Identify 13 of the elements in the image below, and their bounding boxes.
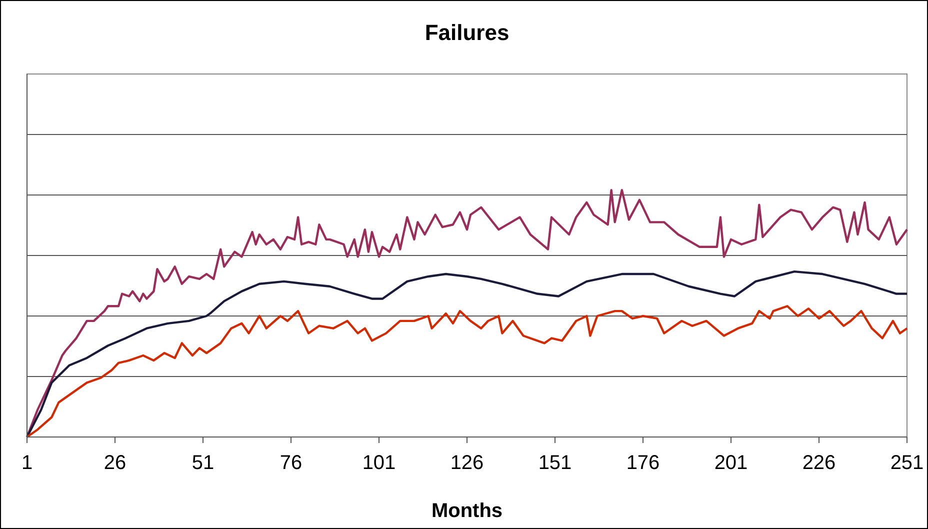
x-tick-label: 76 <box>280 452 302 474</box>
x-tick-label: 126 <box>450 452 484 474</box>
chart-title: Failures <box>424 20 510 45</box>
x-tick-label: 26 <box>104 452 126 474</box>
x-tick-label: 226 <box>802 452 836 474</box>
x-tick-label: 151 <box>538 452 572 474</box>
x-tick-label: 1 <box>21 452 33 474</box>
x-tick-label: 51 <box>192 452 214 474</box>
x-tick-label: 251 <box>890 452 924 474</box>
x-tick-label: 176 <box>626 452 660 474</box>
x-axis-title: Months <box>431 500 503 522</box>
x-tick-label: 101 <box>362 452 396 474</box>
x-tick-label: 201 <box>714 452 748 474</box>
